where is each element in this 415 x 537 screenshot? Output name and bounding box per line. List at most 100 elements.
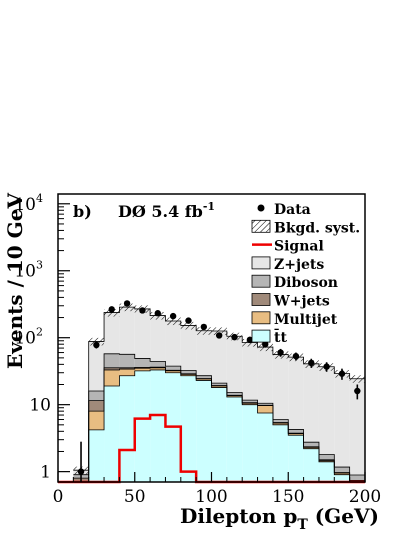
- legend-signal-label: Signal: [274, 239, 324, 255]
- bar-t-t: [134, 370, 151, 482]
- bar-multijet: [88, 411, 105, 430]
- x-tick-label: 150: [272, 487, 304, 507]
- bar-w-jets: [318, 459, 335, 461]
- data-point: [231, 333, 238, 341]
- bar-z-jets: [334, 373, 350, 468]
- bar-t-t: [226, 397, 243, 482]
- bar-t-t: [272, 424, 289, 482]
- bar-diboson: [150, 361, 166, 368]
- bar-t-t: [288, 435, 304, 482]
- bar-diboson: [288, 429, 304, 434]
- legend-multijet-label: Multijet: [274, 312, 338, 328]
- y-tick-label: 102: [14, 326, 43, 349]
- legend-diboson-label: Diboson: [274, 275, 338, 291]
- bar-w-jets: [88, 400, 105, 412]
- bar-diboson: [349, 475, 365, 481]
- bar-multijet: [165, 370, 181, 373]
- legend-bkgd-syst-label: Bkgd. syst.: [274, 220, 360, 236]
- bar-z-jets: [134, 308, 151, 359]
- bar-z-jets: [242, 342, 258, 401]
- stack-outline-t-t: [73, 369, 365, 483]
- legend-t-t-swatch: [251, 329, 271, 343]
- x-tick-label: 50: [124, 487, 146, 507]
- legend-z-jets-swatch: [251, 256, 271, 270]
- bar-multijet: [288, 433, 304, 436]
- data-point: [246, 336, 254, 344]
- bar-t-t: [242, 404, 258, 482]
- data-point: [215, 332, 223, 339]
- bar-diboson: [104, 353, 120, 368]
- bar-multijet: [150, 367, 166, 370]
- syst-band-bin: [165, 317, 181, 326]
- bar-diboson: [318, 454, 335, 460]
- legend-bkgd-syst-swatch: [251, 219, 271, 233]
- legend-data-marker: [257, 204, 265, 212]
- bar-z-jets: [211, 330, 227, 384]
- bar-t-t: [318, 461, 335, 482]
- bar-diboson: [242, 400, 258, 403]
- bar-multijet: [180, 374, 197, 376]
- bar-t-t: [303, 448, 319, 482]
- bar-diboson: [180, 370, 197, 374]
- bar-multijet: [196, 378, 212, 381]
- bar-z-jets: [303, 363, 319, 443]
- bar-t-t: [180, 375, 197, 482]
- legend-w-jets-swatch: [251, 293, 271, 306]
- data-point: [323, 363, 330, 370]
- data-points: [77, 300, 361, 482]
- bar-z-jets: [196, 330, 212, 376]
- bar-diboson: [196, 375, 212, 379]
- x-tick-label: 200: [349, 487, 381, 507]
- syst-band-bin: [104, 308, 120, 317]
- data-point: [262, 340, 269, 348]
- bar-multijet: [242, 403, 258, 405]
- syst-band-bin: [349, 375, 365, 383]
- bar-t-t: [334, 474, 350, 482]
- data-point: [93, 341, 100, 349]
- bar-w-jets: [134, 367, 151, 369]
- x-axis-title: Dilepton pT (GeV): [180, 504, 379, 533]
- data-point: [169, 312, 177, 320]
- bar-w-jets: [119, 367, 135, 370]
- bar-multijet: [226, 395, 243, 398]
- stack-outline-diboson: [73, 353, 365, 476]
- bar-z-jets: [288, 357, 304, 430]
- legend-t-t-label: t̄t: [274, 328, 287, 347]
- legend-w-jets-label: W+jets: [273, 294, 330, 310]
- bar-multijet: [257, 405, 273, 414]
- bar-t-t: [88, 429, 105, 482]
- bar-diboson: [272, 419, 289, 423]
- bar-multijet: [272, 423, 289, 425]
- bar-w-jets: [104, 367, 120, 370]
- x-tick-label: 100: [195, 487, 227, 507]
- bar-diboson: [257, 403, 273, 406]
- bar-t-t: [150, 369, 166, 482]
- bar-multijet: [318, 460, 335, 462]
- legend: Data Bkgd. syst. Signal Z+jets Diboson W+jets…: [251, 202, 360, 347]
- axes: 0 50 100 150 200 1 10 102 103 104: [14, 192, 381, 507]
- bar-diboson: [303, 442, 319, 447]
- y-tick-label: 1: [40, 463, 51, 483]
- bar-z-jets: [226, 336, 243, 393]
- data-point: [77, 468, 85, 475]
- panel-label: b): [73, 202, 92, 221]
- bar-z-jets: [180, 325, 197, 371]
- data-point: [123, 300, 131, 307]
- bar-multijet: [303, 447, 319, 449]
- bar-t-t: [257, 413, 273, 482]
- bar-t-t: [119, 375, 135, 482]
- bar-multijet: [211, 386, 227, 388]
- data-point: [277, 349, 284, 356]
- bar-multijet: [334, 473, 350, 475]
- data-point: [200, 323, 208, 331]
- bar-diboson: [165, 366, 181, 371]
- data-point: [185, 317, 192, 324]
- bar-diboson: [88, 390, 105, 401]
- bar-z-jets: [150, 315, 166, 362]
- data-point: [338, 370, 346, 377]
- bar-z-jets: [88, 341, 105, 391]
- syst-band-bin: [196, 327, 212, 335]
- syst-band-bin: [119, 303, 135, 312]
- legend-data-label: Data: [274, 202, 311, 218]
